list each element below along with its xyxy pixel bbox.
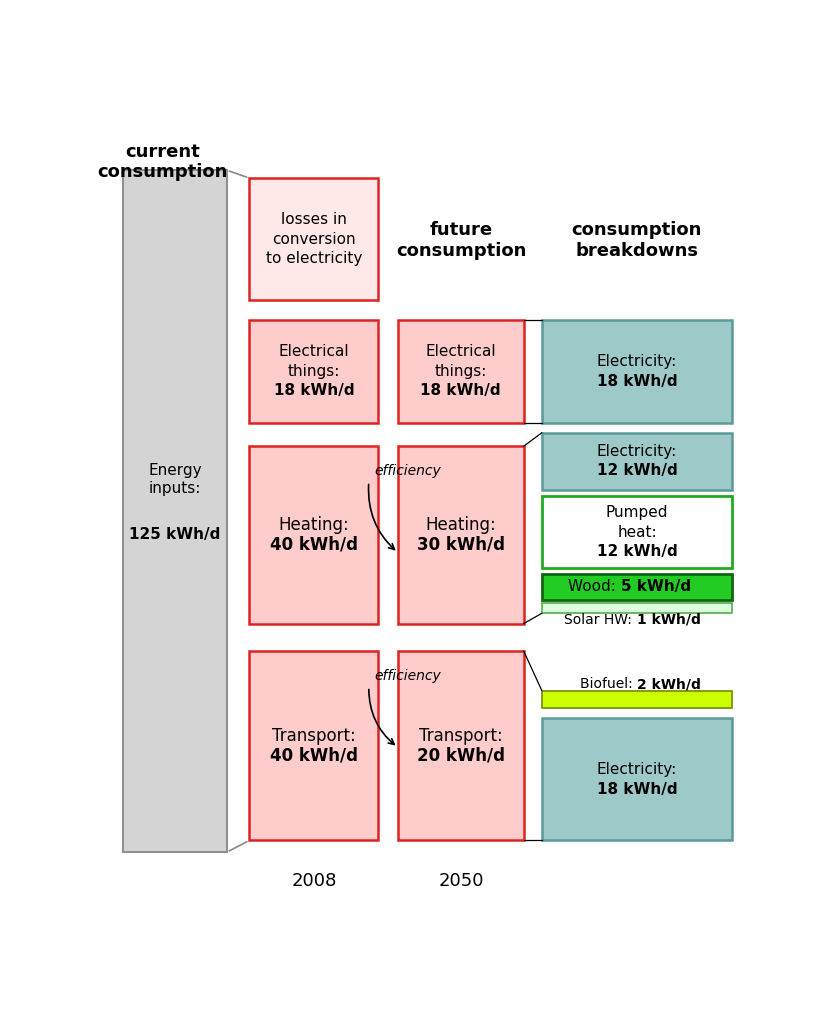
FancyBboxPatch shape [249,446,378,624]
Text: to electricity: to electricity [266,252,362,266]
Text: 2050: 2050 [438,872,484,891]
Text: heat:: heat: [617,524,657,540]
Text: 18 kWh/d: 18 kWh/d [596,374,677,388]
FancyBboxPatch shape [398,319,524,423]
Text: Transport:: Transport: [272,727,356,744]
Text: Energy
inputs:: Energy inputs: [148,464,202,496]
Text: Wood:: Wood: [568,580,621,594]
FancyBboxPatch shape [541,433,732,489]
Text: 40 kWh/d: 40 kWh/d [270,746,358,765]
Text: 18 kWh/d: 18 kWh/d [421,383,501,398]
Text: Biofuel:: Biofuel: [580,677,636,691]
Text: 18 kWh/d: 18 kWh/d [596,781,677,797]
Text: consumption
breakdowns: consumption breakdowns [571,221,702,260]
Text: 30 kWh/d: 30 kWh/d [416,536,505,554]
FancyBboxPatch shape [123,170,227,852]
Text: Electricity:: Electricity: [597,354,677,369]
FancyBboxPatch shape [249,319,378,423]
Text: 12 kWh/d: 12 kWh/d [596,464,677,478]
Text: Electrical: Electrical [278,344,349,359]
Text: 125 kWh/d: 125 kWh/d [129,527,221,543]
FancyBboxPatch shape [541,573,732,600]
Text: 18 kWh/d: 18 kWh/d [273,383,354,398]
Text: Electrical: Electrical [426,344,496,359]
Text: Transport:: Transport: [419,727,502,744]
Text: conversion: conversion [272,231,356,247]
FancyBboxPatch shape [398,446,524,624]
Text: 2 kWh/d: 2 kWh/d [636,677,701,691]
FancyBboxPatch shape [249,651,378,841]
Text: Heating:: Heating: [278,516,349,534]
Text: 2008: 2008 [292,872,337,891]
FancyBboxPatch shape [541,319,732,423]
Text: Solar HW:: Solar HW: [565,612,636,627]
Text: 12 kWh/d: 12 kWh/d [596,545,677,559]
FancyBboxPatch shape [541,690,732,708]
Text: losses in: losses in [281,212,347,227]
Text: future
consumption: future consumption [396,221,526,260]
Text: efficiency: efficiency [374,670,441,683]
FancyBboxPatch shape [541,718,732,841]
Text: 20 kWh/d: 20 kWh/d [416,746,505,765]
Text: Heating:: Heating: [426,516,496,534]
Text: things:: things: [435,364,487,379]
Text: 40 kWh/d: 40 kWh/d [270,536,358,554]
Text: Pumped: Pumped [606,505,668,520]
Text: current
consumption: current consumption [97,142,227,181]
Text: efficiency: efficiency [374,465,441,478]
Text: things:: things: [287,364,340,379]
Text: Electricity:: Electricity: [597,762,677,777]
FancyBboxPatch shape [398,651,524,841]
Text: Electricity:: Electricity: [597,443,677,459]
FancyBboxPatch shape [541,603,732,613]
FancyBboxPatch shape [541,496,732,568]
Text: 5 kWh/d: 5 kWh/d [621,580,691,594]
Text: 1 kWh/d: 1 kWh/d [636,612,701,627]
FancyBboxPatch shape [249,178,378,300]
